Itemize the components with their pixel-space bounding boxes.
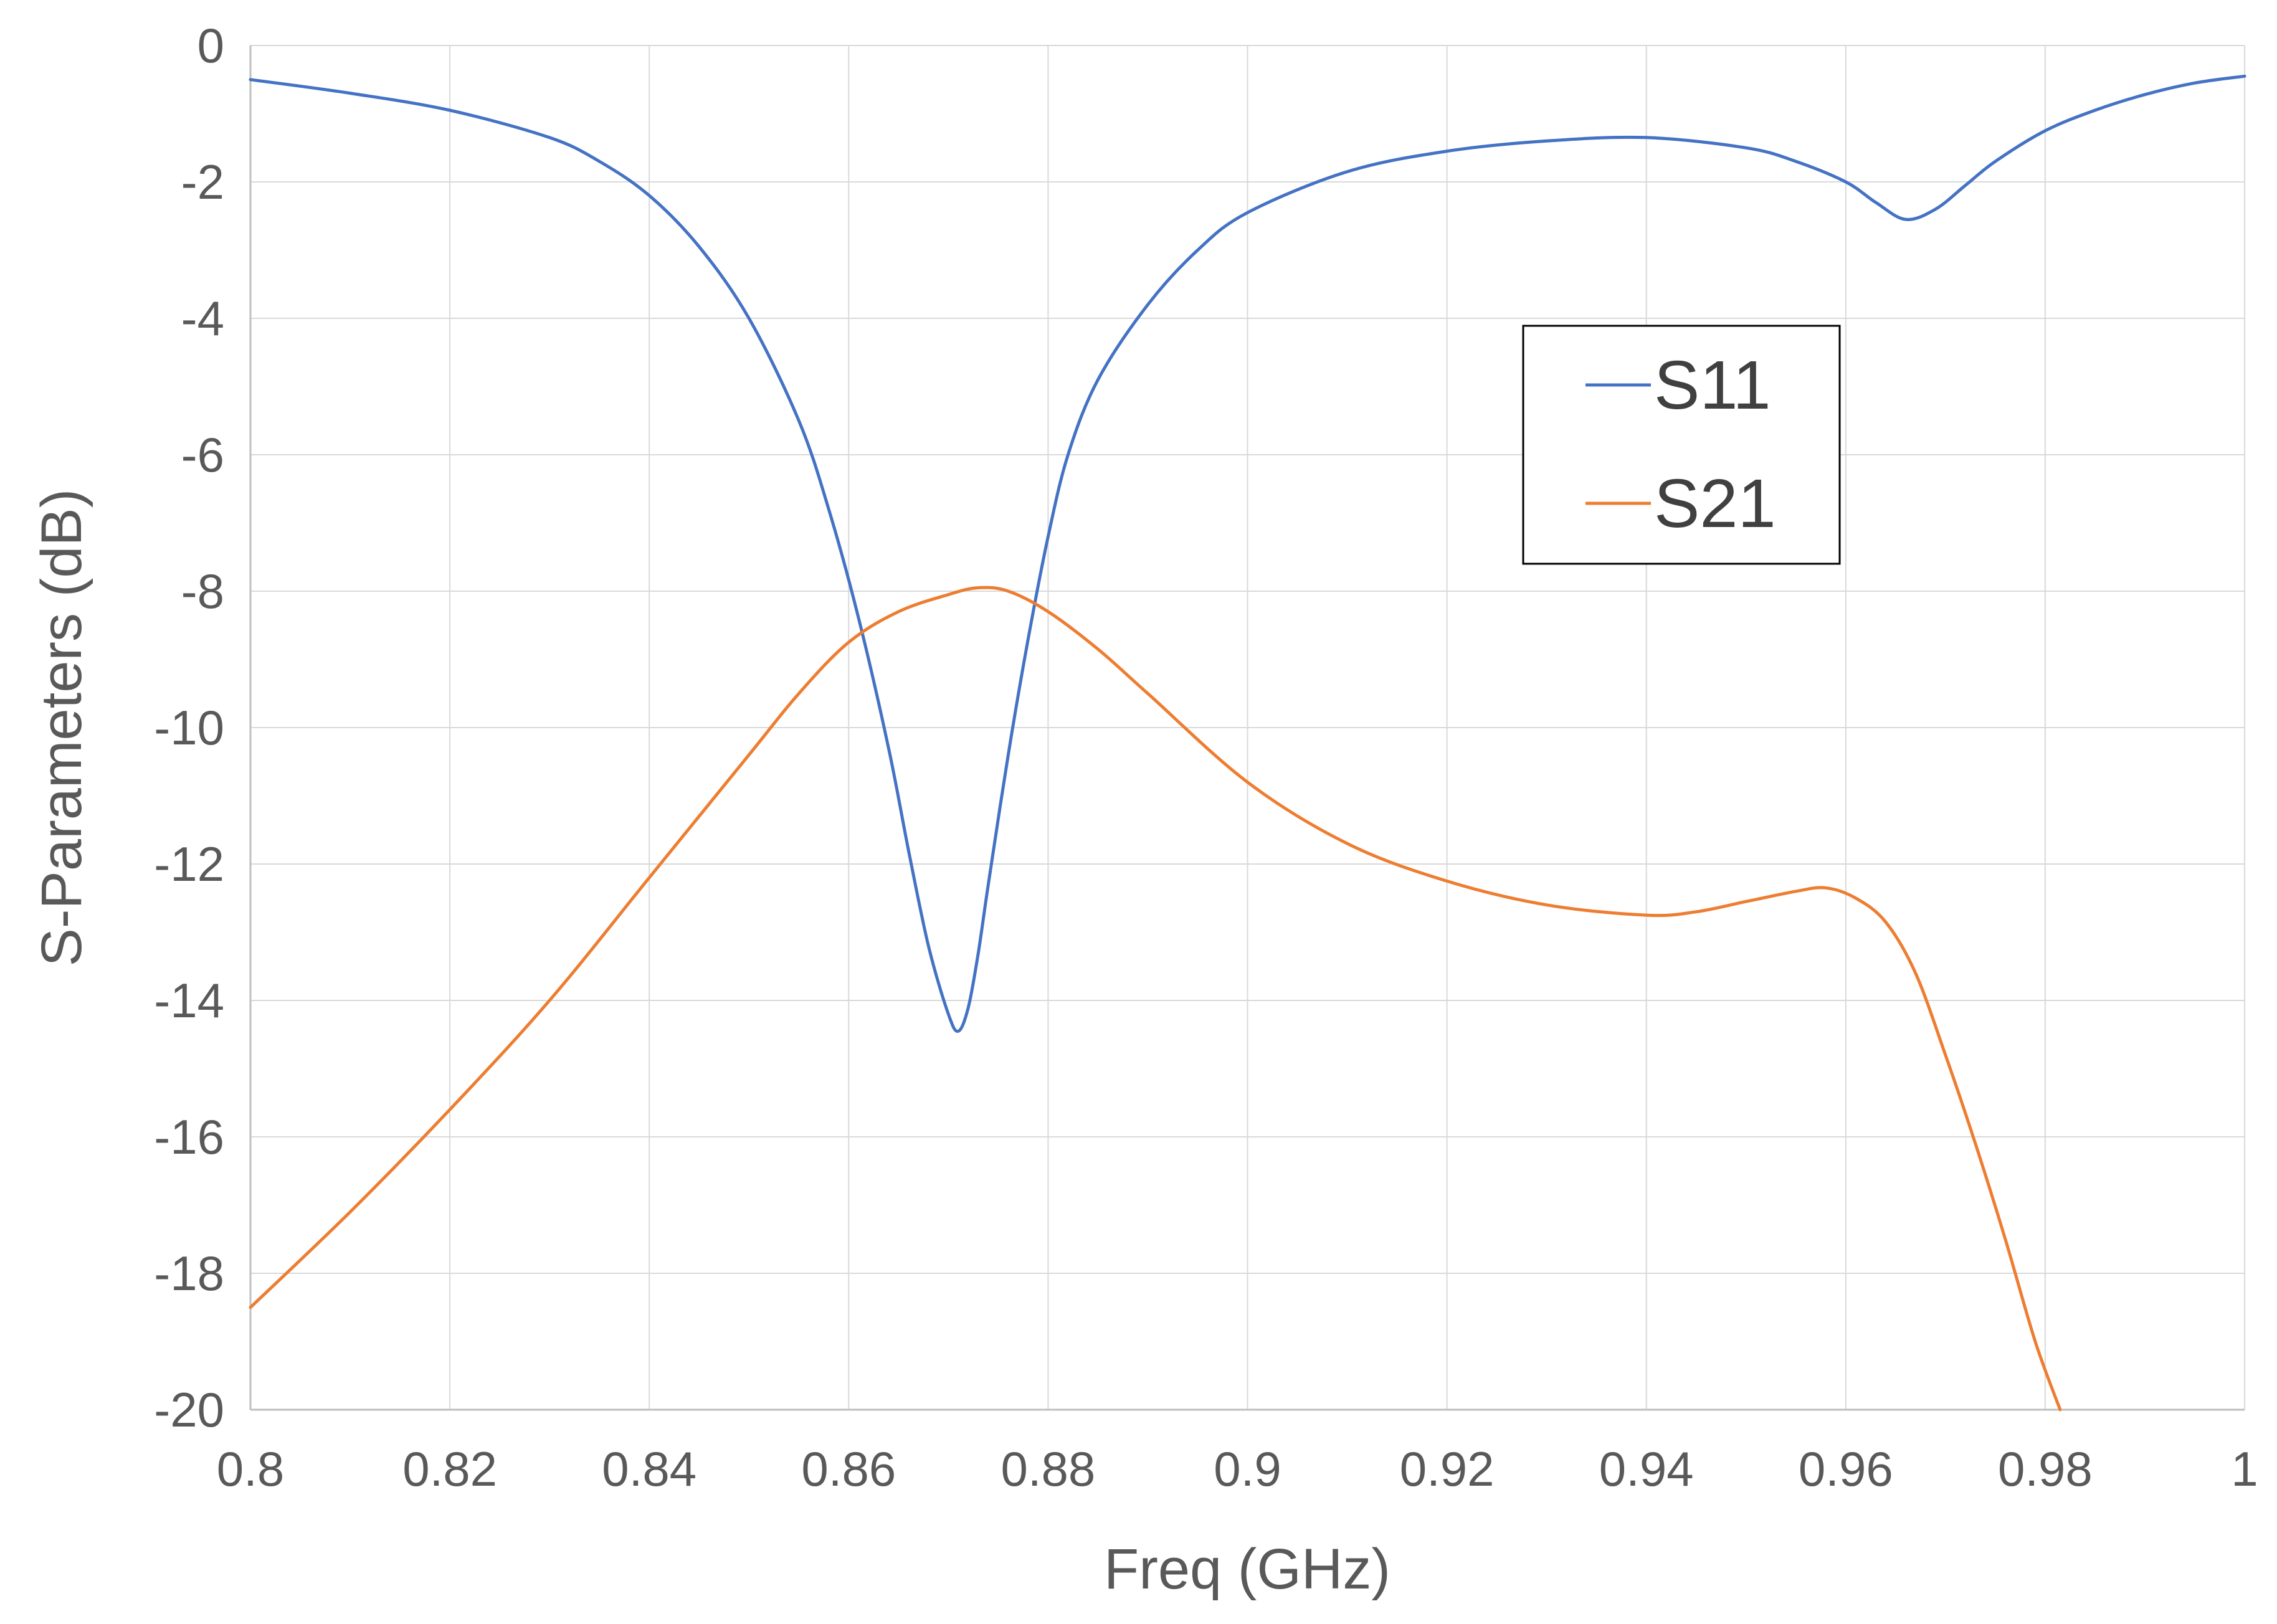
- x-tick-label: 0.84: [602, 1441, 696, 1496]
- legend-label-s21: S21: [1654, 465, 1776, 542]
- series-lines: [249, 74, 2246, 1412]
- legend: S11 S21: [1522, 325, 1841, 565]
- y-tick-label: -4: [181, 291, 224, 346]
- x-tick-label: 0.82: [402, 1441, 497, 1496]
- series-line-s21: [249, 586, 2062, 1412]
- y-tick-label: -10: [154, 700, 224, 755]
- x-tick-label: 0.8: [217, 1441, 284, 1496]
- axes: 0 -2 -4 -6 -8 -10 -12 -14 -16 -18 -200.8 0.82 0.84 0.…: [154, 18, 2258, 1496]
- series-line-s11: [249, 74, 2246, 1033]
- x-tick-label: 0.94: [1599, 1441, 1694, 1496]
- x-tick-label: 0.88: [1001, 1441, 1095, 1496]
- legend-label-s11: S11: [1654, 347, 1771, 424]
- x-tick-label: 0.86: [801, 1441, 896, 1496]
- y-tick-label: -20: [154, 1382, 224, 1437]
- y-tick-label: -12: [154, 837, 224, 891]
- y-tick-label: -8: [181, 564, 224, 619]
- x-tick-label: 0.96: [1799, 1441, 1893, 1496]
- y-tick-label: -2: [181, 154, 224, 209]
- y-tick-label: -18: [154, 1246, 224, 1301]
- y-tick-label: -14: [154, 973, 224, 1028]
- y-tick-label: -6: [181, 427, 224, 482]
- x-tick-label: 1: [2231, 1441, 2258, 1496]
- y-axis-title: S-Parameters (dB): [30, 489, 93, 967]
- x-tick-label: 0.9: [1214, 1441, 1281, 1496]
- x-axis-title: Freq (GHz): [1104, 1537, 1390, 1601]
- gridlines: [250, 45, 2245, 1410]
- x-tick-label: 0.98: [1998, 1441, 2093, 1496]
- y-tick-label: -16: [154, 1109, 224, 1164]
- legend-box: [1522, 325, 1841, 565]
- y-tick-label: 0: [197, 18, 224, 73]
- x-tick-label: 0.92: [1400, 1441, 1495, 1496]
